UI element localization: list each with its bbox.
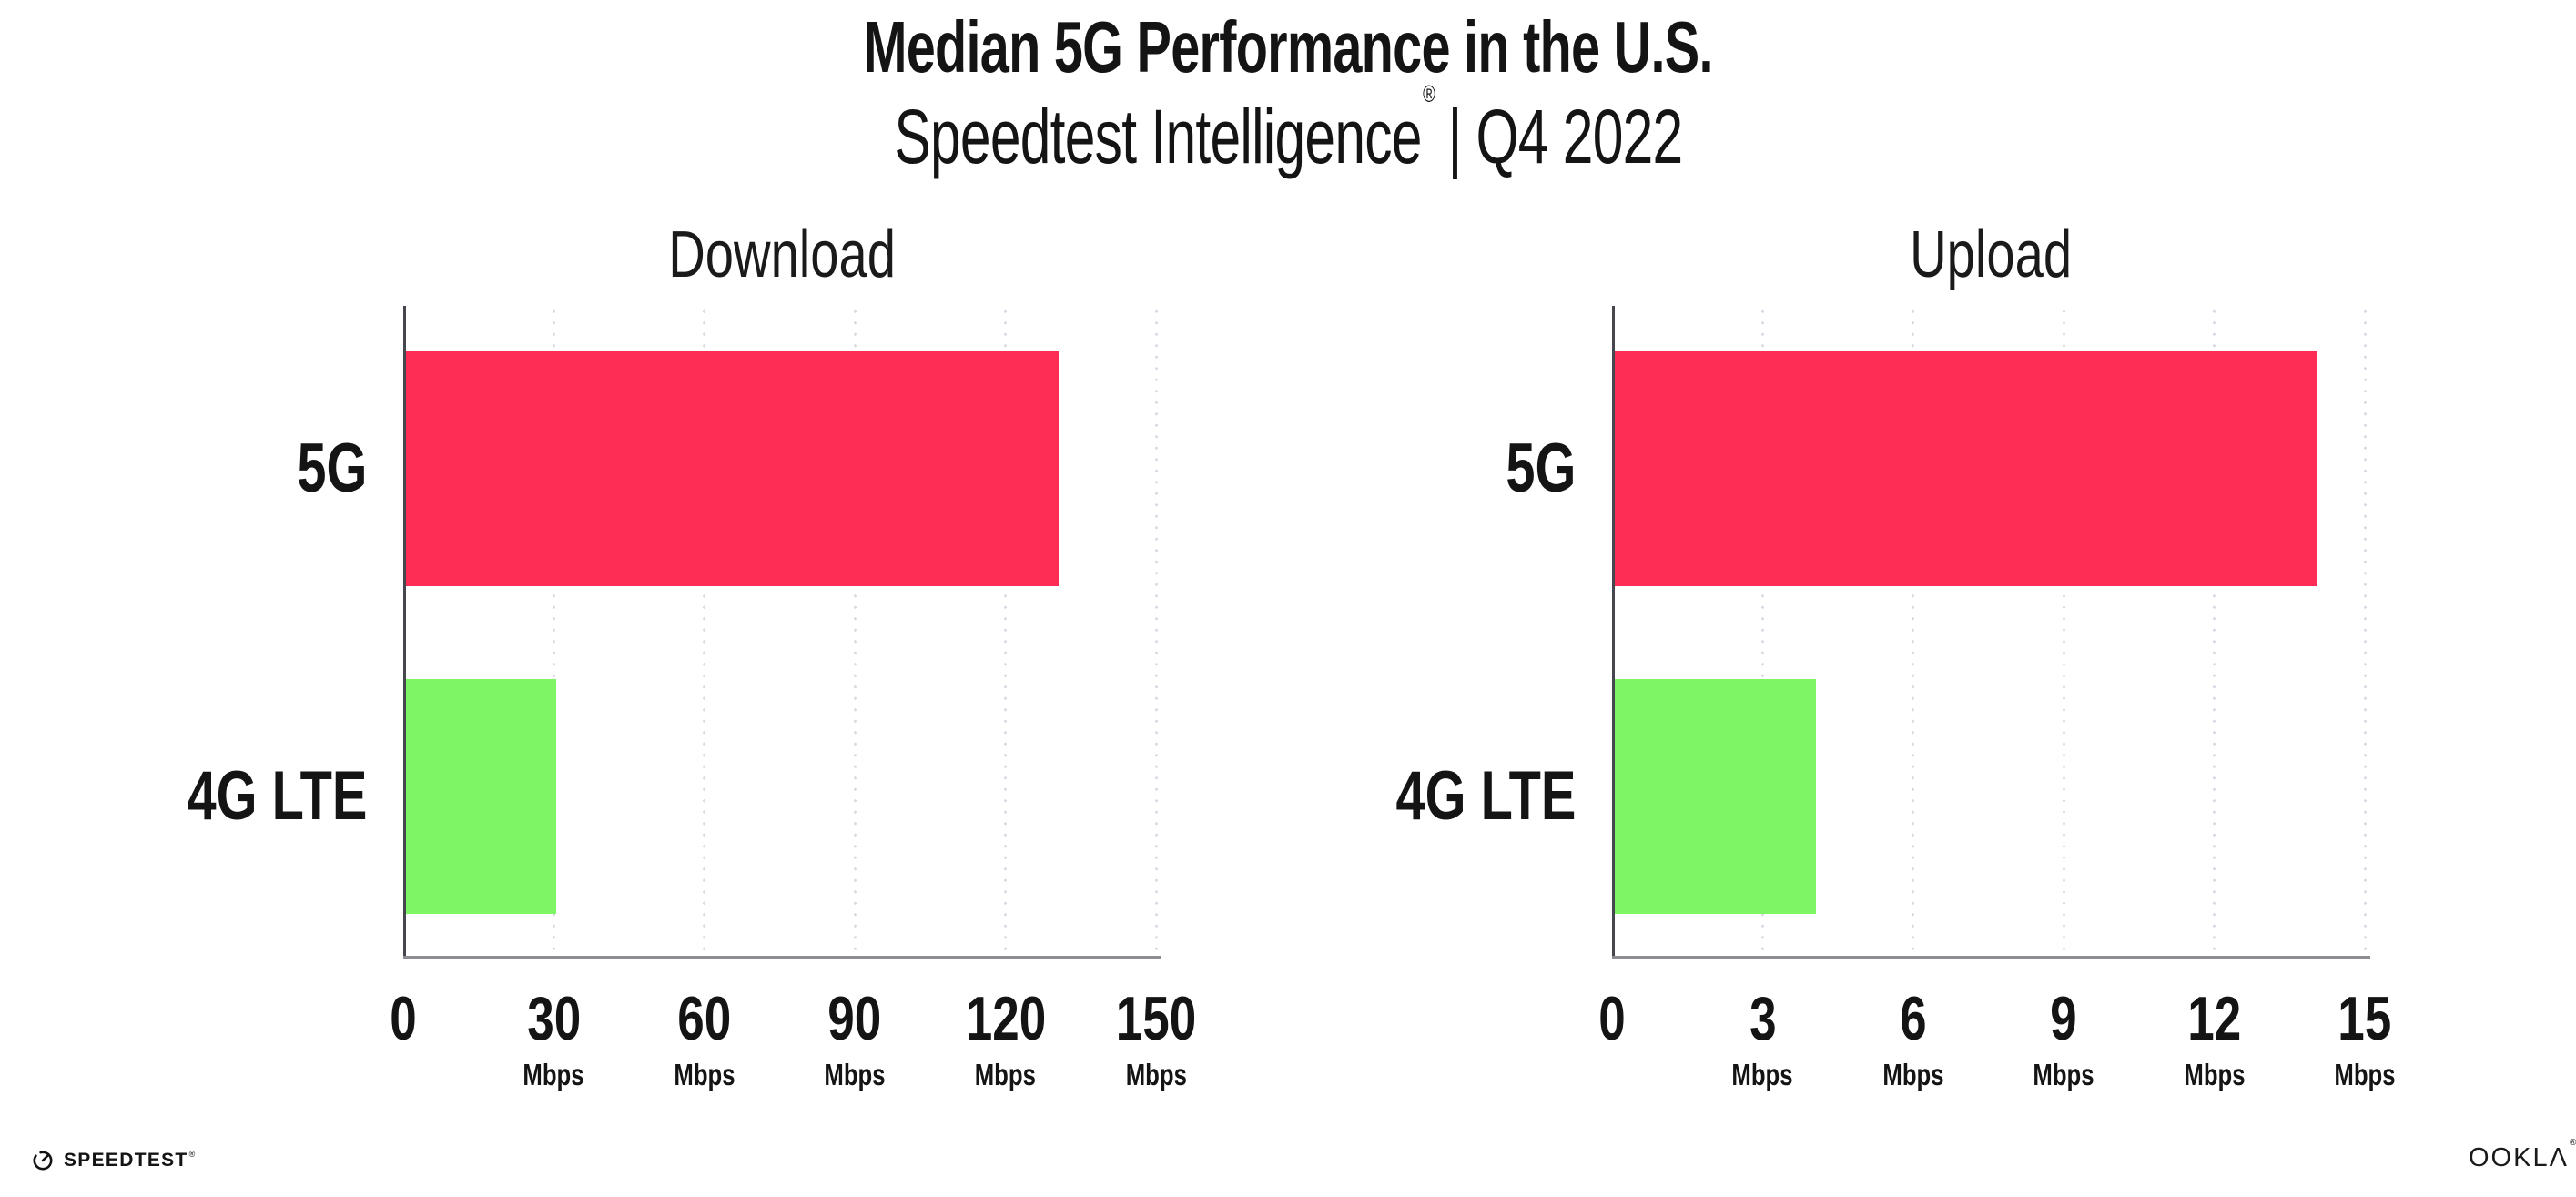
gridline-120-mbps-download <box>1004 306 1008 959</box>
gridline-15-mbps-upload <box>2363 306 2367 959</box>
category-label-4g-lte-upload: 4G LTE <box>1395 757 1576 835</box>
subtitle-brand: Speedtest Intelligence <box>893 94 1422 179</box>
tick-0-upload: 0 <box>1595 988 1629 1050</box>
tick-30-download: 30 Mbps <box>514 988 593 1090</box>
bar-4g-lte-upload <box>1615 679 1816 914</box>
tick-value: 30 <box>526 984 581 1053</box>
chart-title-upload: Upload <box>1910 218 2073 291</box>
plot-area-upload <box>1612 306 2370 959</box>
speedtest-registered-mark: ® <box>188 1150 196 1159</box>
gridline-150-mbps-download <box>1154 306 1158 959</box>
tick-value: 0 <box>1598 984 1626 1053</box>
tick-value: 90 <box>827 984 882 1053</box>
speedtest-wordmark: SPEEDTEST <box>64 1150 188 1171</box>
y-axis-download <box>403 306 406 959</box>
bar-5g-upload <box>1615 351 2317 586</box>
tick-value: 9 <box>2050 984 2077 1053</box>
page-subtitle: Speedtest Intelligence® | Q4 2022 <box>0 81 2576 179</box>
tick-0-download: 0 <box>386 988 421 1050</box>
tick-unit: Mbps <box>522 1058 584 1091</box>
gridline-12-mbps-upload <box>2213 306 2216 959</box>
category-label-4g-lte-download: 4G LTE <box>187 757 367 835</box>
gridline-9-mbps-upload <box>2062 306 2065 959</box>
subtitle-period: Q4 2022 <box>1476 94 1683 179</box>
ookla-wordmark: OOKL <box>2469 1143 2550 1172</box>
tick-value: 12 <box>2187 984 2242 1053</box>
speedtest-gauge-icon <box>33 1151 53 1171</box>
tick-12-upload: 12 Mbps <box>2175 988 2254 1090</box>
tick-3-upload: 3 Mbps <box>1723 988 1801 1090</box>
plot-area-download <box>403 306 1161 959</box>
y-axis-upload <box>1612 306 1615 959</box>
tick-unit: Mbps <box>674 1058 735 1091</box>
tick-90-download: 90 Mbps <box>816 988 894 1090</box>
x-axis-upload <box>1612 956 2370 959</box>
gridline-60-mbps-download <box>703 306 706 959</box>
tick-unit: Mbps <box>824 1058 886 1091</box>
tick-120-download: 120 Mbps <box>954 988 1057 1090</box>
gridline-30-mbps-download <box>552 306 555 959</box>
tick-unit: Mbps <box>2334 1058 2396 1091</box>
gridline-90-mbps-download <box>853 306 857 959</box>
tick-value: 15 <box>2338 984 2392 1053</box>
ookla-lambda-glyph: Λ <box>2549 1143 2569 1172</box>
tick-value: 6 <box>1900 984 1927 1053</box>
tick-unit: Mbps <box>1731 1058 1793 1091</box>
category-label-5g-download: 5G <box>296 430 367 507</box>
tick-value: 150 <box>1115 984 1197 1053</box>
speedtest-logo: SPEEDTEST ® <box>32 1150 196 1172</box>
tick-value: 3 <box>1749 984 1777 1053</box>
tick-150-download: 150 Mbps <box>1104 988 1207 1090</box>
tick-unit: Mbps <box>2033 1058 2094 1091</box>
gridline-6-mbps-upload <box>1912 306 1915 959</box>
tick-unit: Mbps <box>2183 1058 2246 1091</box>
category-label-5g-upload: 5G <box>1505 430 1576 507</box>
tick-15-upload: 15 Mbps <box>2326 988 2404 1090</box>
ookla-logo: OOKLΛ® <box>2469 1138 2576 1173</box>
registered-trademark-mark: ® <box>1422 80 1435 107</box>
bar-5g-download <box>406 351 1059 586</box>
chart-title-download: Download <box>668 218 897 291</box>
tick-unit: Mbps <box>1882 1058 1944 1091</box>
tick-9-upload: 9 Mbps <box>2024 988 2103 1090</box>
subtitle-separator: | <box>1447 94 1462 179</box>
x-axis-download <box>403 956 1161 959</box>
tick-value: 120 <box>965 984 1046 1053</box>
tick-unit: Mbps <box>1125 1058 1187 1091</box>
bar-4g-lte-download <box>406 679 557 914</box>
tick-60-download: 60 Mbps <box>665 988 744 1090</box>
gridline-3-mbps-upload <box>1760 306 1764 959</box>
tick-value: 60 <box>677 984 732 1053</box>
page-title: Median 5G Performance in the U.S. <box>863 6 1713 87</box>
tick-unit: Mbps <box>974 1058 1037 1091</box>
tick-value: 0 <box>390 984 417 1053</box>
tick-6-upload: 6 Mbps <box>1874 988 1952 1090</box>
ookla-registered-mark: ® <box>2569 1138 2576 1149</box>
